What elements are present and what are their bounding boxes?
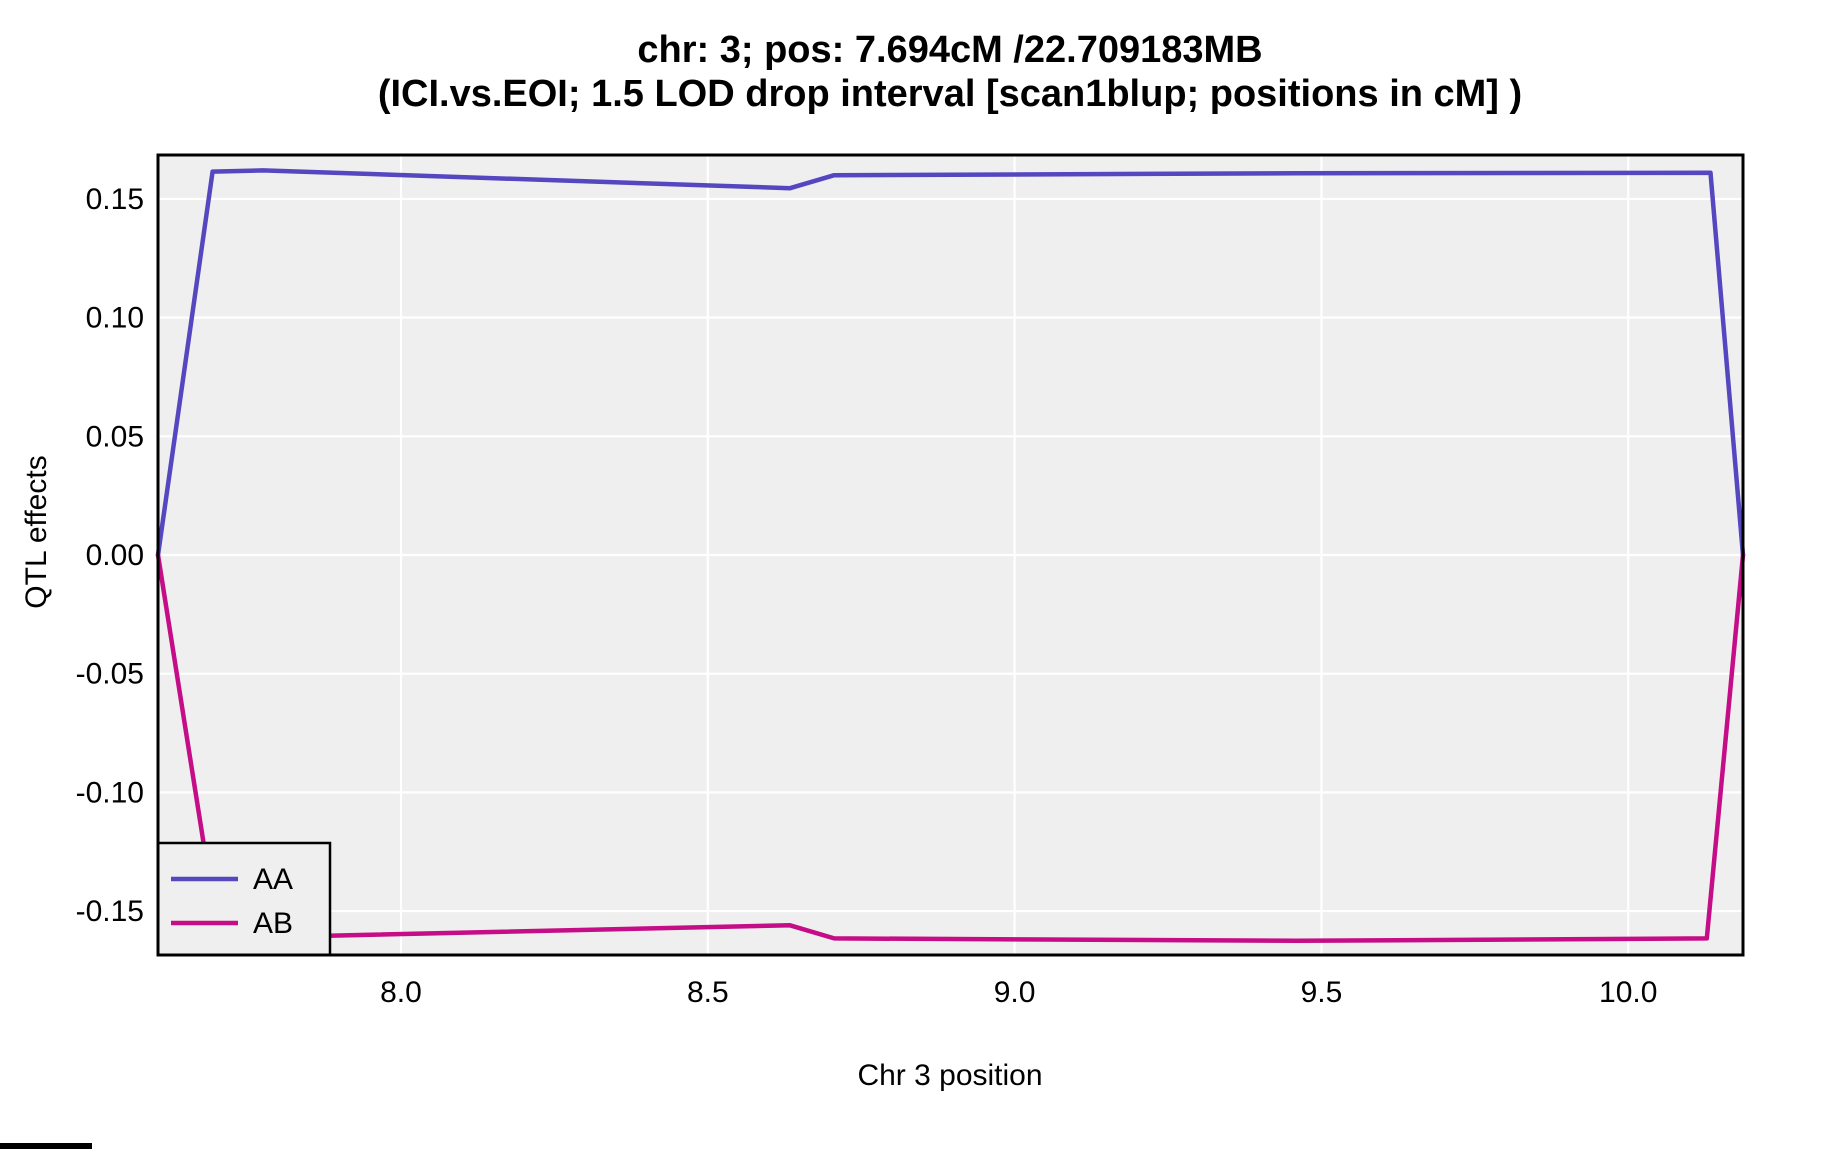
x-tick-label-9.5: 9.5 — [1301, 976, 1343, 1009]
y-tick-label--0.10: -0.10 — [76, 776, 144, 809]
y-tick-label--0.05: -0.05 — [76, 658, 144, 691]
legend-label-AB: AB — [253, 907, 293, 940]
y-tick-label--0.15: -0.15 — [76, 895, 144, 928]
plot-title-line1: chr: 3; pos: 7.694cM /22.709183MB — [637, 29, 1262, 71]
x-axis-title: Chr 3 position — [857, 1059, 1042, 1092]
y-tick-label-0.10: 0.10 — [86, 302, 144, 335]
adjacent-plot-edge-artifact — [0, 1143, 92, 1149]
gridlines — [159, 156, 1742, 954]
legend-box: AA AB — [156, 841, 332, 957]
x-tick-label-10.0: 10.0 — [1599, 976, 1657, 1009]
y-tick-label-0.05: 0.05 — [86, 420, 144, 453]
x-axis-tick-labels: 8.0 8.5 9.0 9.5 10.0 — [380, 976, 1657, 1009]
legend-label-AA: AA — [253, 863, 293, 896]
x-tick-label-8.5: 8.5 — [687, 976, 729, 1009]
x-tick-label-9.0: 9.0 — [994, 976, 1036, 1009]
plot-title-line2: (ICI.vs.EOI; 1.5 LOD drop interval [scan… — [378, 73, 1522, 115]
legend-background — [156, 841, 332, 957]
x-tick-label-8.0: 8.0 — [380, 976, 422, 1009]
y-axis-tick-labels: 0.15 0.10 0.05 0.00 -0.05 -0.10 -0.15 — [76, 183, 144, 928]
series-line-AA — [155, 168, 1746, 558]
y-tick-label-0.15: 0.15 — [86, 183, 144, 216]
plot-panel-border — [156, 153, 1745, 957]
y-tick-label-0.00: 0.00 — [86, 539, 144, 572]
y-axis-title: QTL effects — [20, 455, 53, 608]
